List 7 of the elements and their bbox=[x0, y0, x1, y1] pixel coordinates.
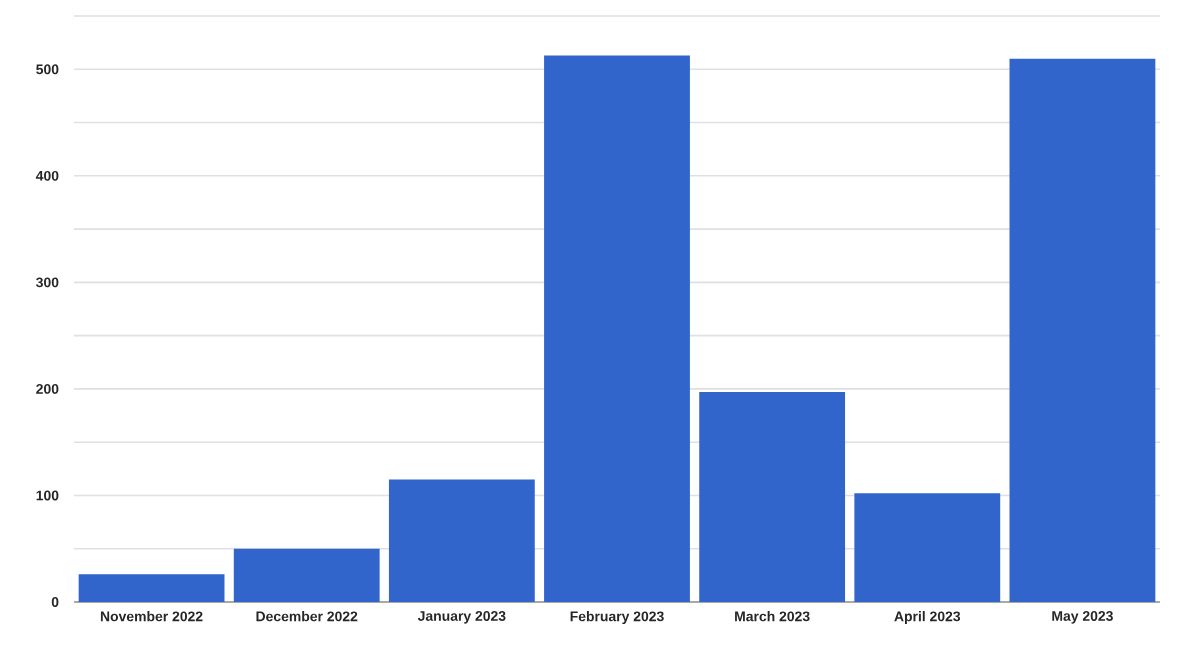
bar bbox=[544, 55, 690, 602]
bar bbox=[233, 548, 380, 602]
bar bbox=[388, 479, 535, 602]
bar bbox=[854, 493, 1001, 602]
bar bbox=[699, 392, 846, 602]
bar bbox=[1009, 58, 1156, 602]
bar bbox=[78, 574, 225, 602]
